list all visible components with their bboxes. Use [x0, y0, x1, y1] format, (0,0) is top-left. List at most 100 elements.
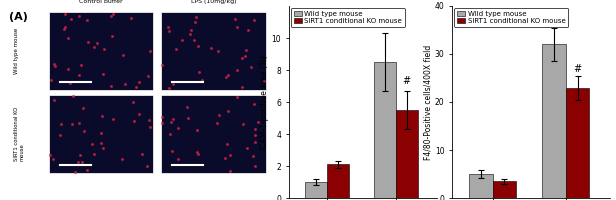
Text: *: *: [383, 18, 387, 28]
Point: [237, 56, 246, 59]
Point: [168, 118, 178, 121]
Point: [129, 119, 139, 122]
Point: [97, 115, 107, 118]
Point: [50, 64, 60, 67]
Point: [68, 95, 78, 98]
Point: [249, 102, 259, 105]
Point: [243, 29, 253, 32]
Point: [143, 75, 153, 78]
Point: [96, 132, 106, 135]
Point: [144, 119, 154, 122]
Point: [66, 17, 76, 20]
Point: [99, 47, 108, 51]
Point: [241, 146, 251, 149]
Point: [192, 129, 202, 132]
Point: [232, 96, 242, 99]
Point: [250, 133, 260, 136]
Text: SIRT1 conditional KO
mouse: SIRT1 conditional KO mouse: [14, 107, 25, 161]
Point: [83, 18, 92, 22]
Bar: [493, 181, 516, 198]
Text: LPS (10mg/kg): LPS (10mg/kg): [191, 0, 236, 4]
Point: [118, 157, 128, 160]
Point: [107, 35, 116, 38]
Point: [182, 105, 192, 109]
Bar: [49, 12, 153, 90]
Point: [185, 32, 195, 36]
Legend: Wild type mouse, SIRT1 conditional KO mouse: Wild type mouse, SIRT1 conditional KO mo…: [455, 8, 568, 27]
Point: [108, 13, 118, 16]
Point: [250, 164, 260, 167]
Point: [97, 141, 107, 145]
Point: [173, 127, 183, 130]
Point: [120, 83, 130, 86]
Point: [192, 151, 201, 154]
Bar: [326, 164, 349, 198]
Point: [191, 16, 201, 19]
Point: [165, 132, 175, 136]
Text: Wild type mouse: Wild type mouse: [14, 28, 19, 74]
Point: [142, 164, 152, 168]
Point: [168, 82, 178, 85]
Point: [57, 122, 67, 125]
Point: [87, 143, 97, 146]
Point: [49, 63, 59, 66]
Point: [63, 36, 73, 40]
Point: [223, 73, 233, 77]
Point: [253, 121, 262, 124]
Point: [173, 158, 183, 161]
Point: [250, 127, 260, 130]
Point: [74, 121, 84, 124]
Point: [171, 47, 181, 50]
Point: [230, 17, 240, 21]
Point: [166, 120, 176, 124]
Point: [259, 80, 269, 83]
Point: [65, 81, 75, 84]
Point: [145, 125, 155, 129]
Point: [214, 113, 224, 117]
Point: [157, 121, 167, 124]
Point: [78, 106, 87, 110]
Point: [246, 65, 256, 69]
Point: [48, 158, 58, 161]
Point: [145, 49, 155, 53]
Point: [238, 122, 248, 126]
Point: [75, 15, 84, 18]
Point: [222, 143, 232, 146]
Bar: [469, 174, 493, 198]
Point: [118, 54, 128, 57]
Point: [212, 121, 222, 124]
Point: [194, 70, 204, 73]
Bar: [161, 95, 265, 173]
Text: Control buffer: Control buffer: [79, 0, 123, 4]
Point: [131, 85, 140, 88]
Point: [248, 154, 257, 157]
Point: [224, 110, 233, 113]
Point: [126, 16, 136, 19]
Point: [89, 45, 99, 49]
Point: [55, 133, 65, 137]
Point: [225, 170, 235, 173]
Bar: [161, 12, 265, 90]
Point: [70, 170, 80, 173]
Point: [249, 19, 259, 22]
Point: [188, 39, 198, 42]
Bar: [395, 110, 418, 198]
Point: [185, 28, 195, 31]
Point: [237, 85, 247, 89]
Point: [73, 161, 83, 164]
Bar: [373, 62, 395, 198]
Point: [163, 25, 173, 28]
Point: [177, 38, 187, 42]
Point: [240, 55, 250, 58]
Point: [77, 160, 87, 163]
Point: [46, 78, 56, 82]
Point: [59, 28, 68, 31]
Point: [221, 75, 231, 79]
Point: [75, 74, 84, 77]
Point: [164, 86, 174, 89]
Text: #: #: [573, 64, 582, 74]
Text: (A): (A): [9, 12, 28, 22]
Point: [83, 41, 93, 44]
Text: **: **: [549, 16, 559, 26]
Point: [134, 80, 144, 84]
